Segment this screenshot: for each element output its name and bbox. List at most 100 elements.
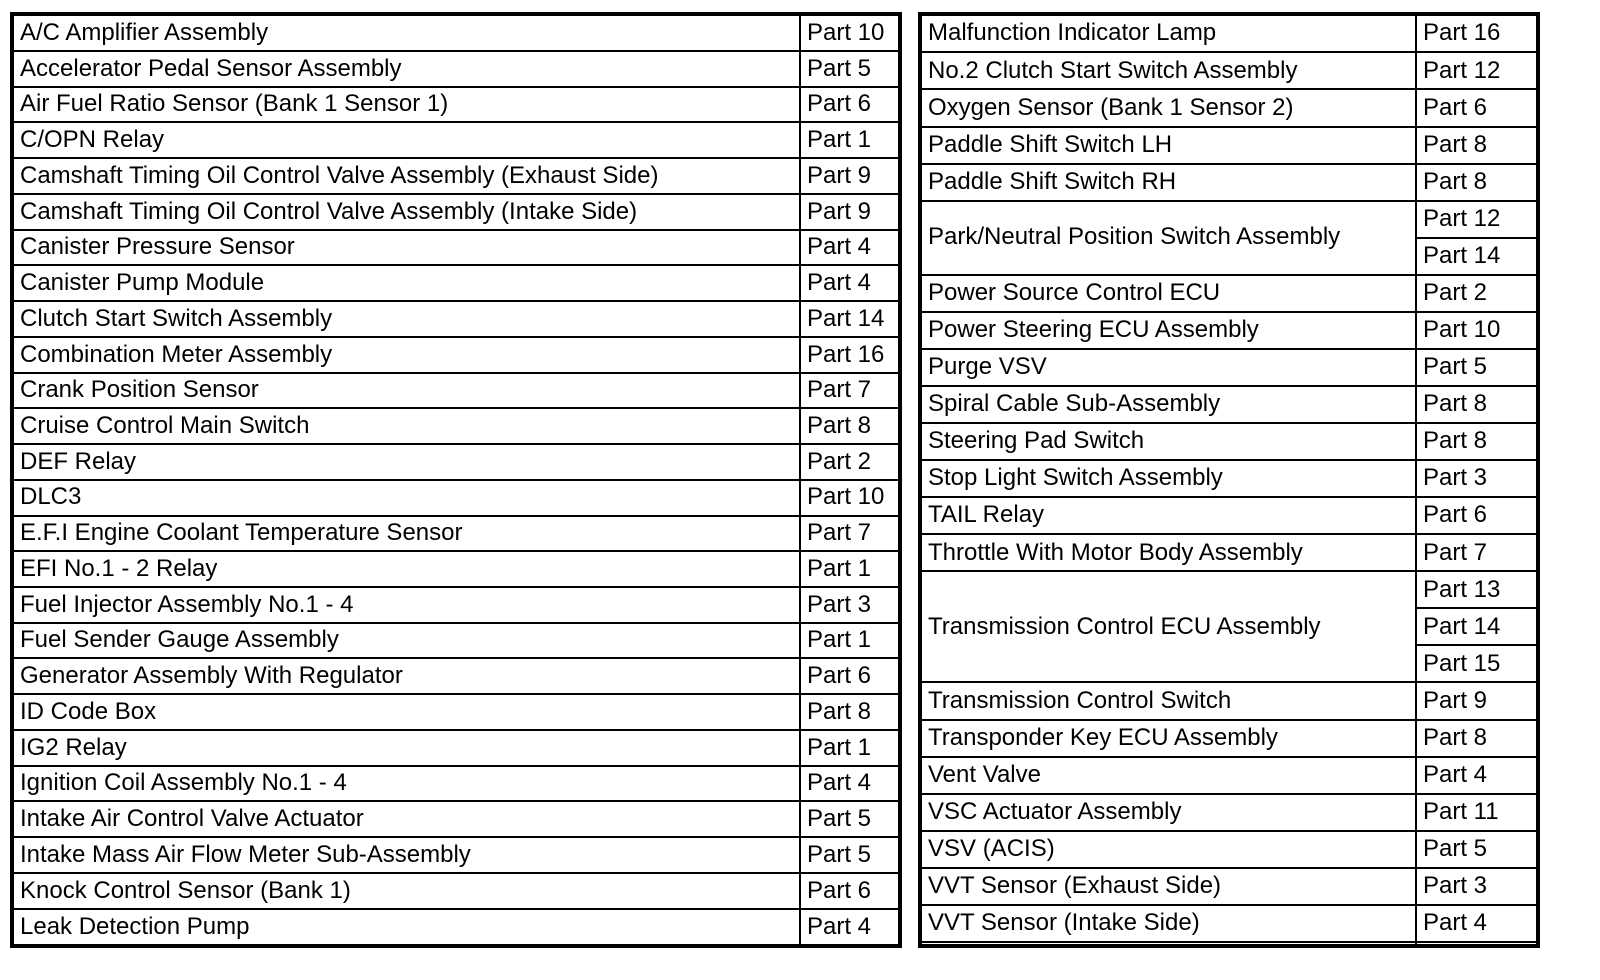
- table-row: EFI No.1 - 2 Relay Part 1: [11, 550, 901, 589]
- part-number-cell: Part 4: [799, 907, 901, 948]
- table-row: Transmission Control Switch Part 9: [919, 681, 1539, 721]
- part-number-cell: Part 11: [1415, 792, 1539, 832]
- component-name-cell: Ignition Coil Assembly No.1 - 4: [11, 764, 801, 803]
- component-name-cell: TAIL Relay: [919, 496, 1417, 536]
- component-name-cell: VSV (ACIS): [919, 829, 1417, 869]
- component-name-cell: Vent Valve: [919, 755, 1417, 795]
- part-number-cell: Part 3: [1415, 459, 1539, 499]
- component-name-cell: C/OPN Relay: [11, 121, 801, 160]
- table-row: Combination Meter Assembly Part 16: [11, 335, 901, 374]
- component-name-cell: VSC Actuator Assembly: [919, 792, 1417, 832]
- table-row: Cruise Control Main Switch Part 8: [11, 407, 901, 446]
- component-name-cell: Steering Pad Switch: [919, 421, 1417, 462]
- table-row: Generator Assembly With Regulator Part 6: [11, 657, 901, 696]
- component-name-cell: Combination Meter Assembly: [11, 335, 801, 374]
- part-number-cell: Part 8: [799, 407, 901, 446]
- part-number-cell: Part 6: [1415, 496, 1539, 536]
- part-number-cell: Part 14: [799, 300, 901, 338]
- table-row: Knock Control Sensor (Bank 1) Part 6: [11, 871, 901, 910]
- component-name-cell: VVT Sensor (Intake Side): [919, 903, 1417, 943]
- parts-index-table-left: A/C Amplifier Assembly Part 10 Accelerator…: [10, 12, 902, 948]
- table-row: Paddle Shift Switch LH Part 8: [919, 125, 1539, 165]
- part-number-cell: Part 6: [799, 657, 901, 696]
- component-name-cell: Knock Control Sensor (Bank 1): [11, 871, 801, 910]
- part-number-cell: Part 10: [799, 478, 901, 517]
- component-name-cell: Power Source Control ECU: [919, 273, 1417, 313]
- part-number-cell: Part 5: [1415, 347, 1539, 387]
- table-row: Paddle Shift Switch RH Part 8: [919, 162, 1539, 202]
- part-number-cell: Part 5: [799, 50, 901, 88]
- table-row: A/C Amplifier Assembly Part 10: [11, 13, 901, 52]
- component-name-cell: Transponder Key ECU Assembly: [919, 718, 1417, 758]
- part-number-cell: Part 6: [799, 871, 901, 910]
- component-name-cell: DLC3: [11, 478, 801, 517]
- part-number-cell: Part 8: [799, 693, 901, 731]
- component-name-cell: Canister Pump Module: [11, 264, 801, 303]
- table-row: Leak Detection Pump Part 4: [11, 907, 901, 948]
- table-row: VSC Actuator Assembly Part 11: [919, 792, 1539, 832]
- component-name-cell: E.F.I Engine Coolant Temperature Sensor: [11, 514, 801, 553]
- part-number-cell: Part 4: [799, 264, 901, 303]
- component-name-cell: Purge VSV: [919, 347, 1417, 387]
- component-name-cell: Power Steering ECU Assembly: [919, 310, 1417, 350]
- part-number-cell: Part 10: [1415, 310, 1539, 350]
- component-name-cell: VVT Sensor (Exhaust Side): [919, 866, 1417, 906]
- component-name-cell: Park/Neutral Position Switch Assembly: [919, 199, 1417, 276]
- part-number-cell: [1415, 940, 1539, 948]
- part-number-cell: Part 4: [799, 764, 901, 803]
- component-name-cell: [919, 940, 1417, 948]
- table-row: Transmission Control ECU Assembly Part 13: [919, 570, 1539, 684]
- component-name-cell: Transmission Control ECU Assembly: [919, 570, 1417, 684]
- part-number-cell: Part 1: [799, 728, 901, 767]
- table-row: Intake Air Control Valve Actuator Part 5: [11, 800, 901, 839]
- table-row: DLC3 Part 10: [11, 478, 901, 517]
- table-row: Malfunction Indicator Lamp Part 16: [919, 12, 1539, 54]
- part-number-cell: Part 4: [1415, 903, 1539, 943]
- table-row: IG2 Relay Part 1: [11, 728, 901, 767]
- component-name-cell: Leak Detection Pump: [11, 907, 801, 948]
- part-number-cell: Part 5: [799, 800, 901, 839]
- table-row: VVT Sensor (Exhaust Side) Part 3: [919, 866, 1539, 906]
- table-row: Camshaft Timing Oil Control Valve Assemb…: [11, 192, 901, 231]
- part-number-cell: Part 9: [799, 192, 901, 231]
- table-row: Fuel Sender Gauge Assembly Part 1: [11, 621, 901, 660]
- component-name-cell: Fuel Sender Gauge Assembly: [11, 621, 801, 660]
- table-row: Intake Mass Air Flow Meter Sub-Assembly P…: [11, 836, 901, 874]
- part-number-cell: Part 2: [799, 443, 901, 481]
- component-name-cell: Throttle With Motor Body Assembly: [919, 533, 1417, 573]
- part-number-cell: Part 10: [799, 13, 901, 52]
- component-name-cell: Cruise Control Main Switch: [11, 407, 801, 446]
- component-name-cell: Fuel Injector Assembly No.1 - 4: [11, 586, 801, 624]
- part-number-cell: Part 16: [799, 335, 901, 374]
- component-name-cell: Stop Light Switch Assembly: [919, 459, 1417, 499]
- table-row: DEF Relay Part 2: [11, 443, 901, 481]
- part-number-cell: Part 12: [1415, 51, 1539, 91]
- component-name-cell: Accelerator Pedal Sensor Assembly: [11, 50, 801, 88]
- part-number-cell: Part 8: [1415, 384, 1539, 425]
- component-name-cell: Transmission Control Switch: [919, 681, 1417, 721]
- component-name-cell: ID Code Box: [11, 693, 801, 731]
- part-number-cell: Part 1: [799, 621, 901, 660]
- component-name-cell: Intake Air Control Valve Actuator: [11, 800, 801, 839]
- part-number-cell: Part 6: [1415, 88, 1539, 128]
- component-name-cell: Generator Assembly With Regulator: [11, 657, 801, 696]
- component-name-cell: Camshaft Timing Oil Control Valve Assemb…: [11, 157, 801, 195]
- table-row: Part 15: [920, 644, 1539, 684]
- table-row: [919, 940, 1539, 948]
- parts-index-table-right: Malfunction Indicator Lamp Part 16 No.2 Cl…: [918, 12, 1540, 948]
- table-row: Throttle With Motor Body Assembly Part 7: [919, 533, 1539, 573]
- table-row: Canister Pump Module Part 4: [11, 264, 901, 303]
- part-number-cell: Part 9: [799, 157, 901, 195]
- table-row: Ignition Coil Assembly No.1 - 4 Part 4: [11, 764, 901, 803]
- part-number-cell: Part 8: [1415, 421, 1539, 462]
- part-number-cell: Part 3: [1415, 866, 1539, 906]
- component-name-cell: IG2 Relay: [11, 728, 801, 767]
- part-number-cell: Part 14: [1415, 607, 1539, 647]
- part-number-cell: Part 13: [1415, 570, 1539, 610]
- part-number-cell: Part 4: [1415, 755, 1539, 795]
- table-row: Camshaft Timing Oil Control Valve Assemb…: [11, 157, 901, 195]
- part-number-cell: Part 8: [1415, 125, 1539, 165]
- table-row: Vent Valve Part 4: [919, 755, 1539, 795]
- table-row: Clutch Start Switch Assembly Part 14: [11, 300, 901, 338]
- table-row: Oxygen Sensor (Bank 1 Sensor 2) Part 6: [919, 88, 1539, 128]
